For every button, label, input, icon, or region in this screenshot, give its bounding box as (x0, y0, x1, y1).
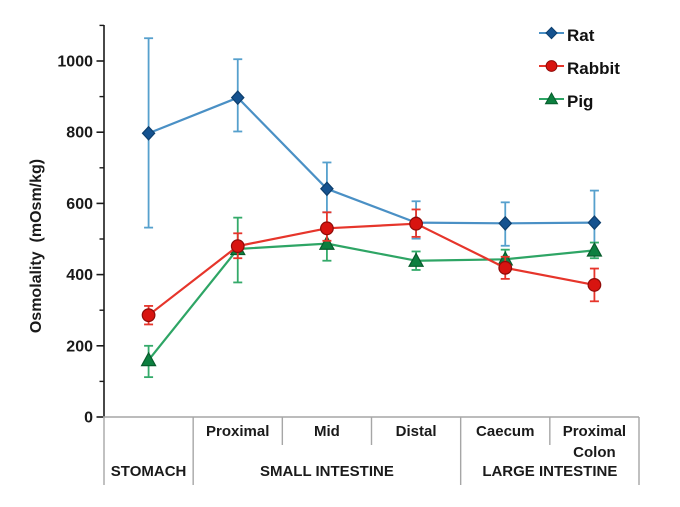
data-point-Pig-5 (586, 241, 603, 257)
data-point-Rabbit-0 (141, 308, 156, 323)
y-tick-label: 600 (66, 196, 93, 213)
x-group-small-intestine: SMALL INTESTINE (259, 463, 394, 480)
data-point-Rabbit-5 (587, 278, 602, 292)
y-tick-label: 200 (66, 338, 93, 355)
x-cell-proximal-colon-line1: Proximal (562, 423, 627, 440)
rat-diamond-icon (537, 24, 566, 47)
x-cell-mid: Mid (313, 423, 340, 440)
y-tick-label: 1000 (57, 54, 93, 71)
series-line-Pig (147, 242, 595, 361)
legend-label: Rat (567, 25, 595, 45)
data-point-Rat-2 (319, 181, 334, 197)
x-cell-distal: Distal (395, 423, 437, 440)
data-point-Rabbit-4 (498, 260, 513, 275)
series-line-Rat (148, 96, 595, 225)
rat-legend-marker (539, 26, 564, 40)
y-tick-label: 800 (66, 125, 93, 142)
data-point-Rabbit-2 (320, 221, 334, 236)
legend-entry-rabbit: Rabbit (537, 52, 620, 85)
series-line-Rabbit (147, 222, 595, 317)
data-point-Rat-0 (141, 125, 156, 141)
x-group-large-intestine: LARGE INTESTINE (482, 463, 618, 480)
pig-triangle-icon (537, 90, 566, 113)
x-group-stomach: STOMACH (110, 463, 187, 480)
data-point-Pig-3 (408, 252, 425, 267)
rabbit-circle-icon (537, 57, 566, 80)
y-tick-label: 0 (84, 410, 93, 427)
data-point-Rabbit-1 (230, 239, 245, 254)
data-point-Rat-4 (498, 215, 513, 231)
pig-legend-marker (539, 91, 564, 105)
legend-label: Rabbit (567, 58, 620, 78)
y-axis-label: Osmolality (mOsm/kg) (28, 158, 45, 334)
legend-label: Pig (567, 91, 594, 111)
x-cell-proximal-colon-line2: Colon (573, 444, 616, 461)
rabbit-legend-marker (539, 60, 564, 72)
legend-entry-pig: Pig (537, 85, 620, 118)
data-point-Pig-0 (140, 351, 157, 367)
y-tick-label: 400 (66, 267, 93, 284)
data-point-Rat-1 (230, 90, 245, 106)
legend-entry-rat: Rat (537, 19, 620, 52)
data-point-Pig-2 (318, 235, 335, 250)
data-point-Rabbit-3 (409, 216, 423, 231)
data-point-Rat-5 (587, 215, 602, 231)
x-cell-proximal: Proximal (206, 423, 270, 440)
legend: Rat Rabbit Pig (537, 19, 620, 118)
x-cell-caecum: Caecum (476, 423, 535, 440)
